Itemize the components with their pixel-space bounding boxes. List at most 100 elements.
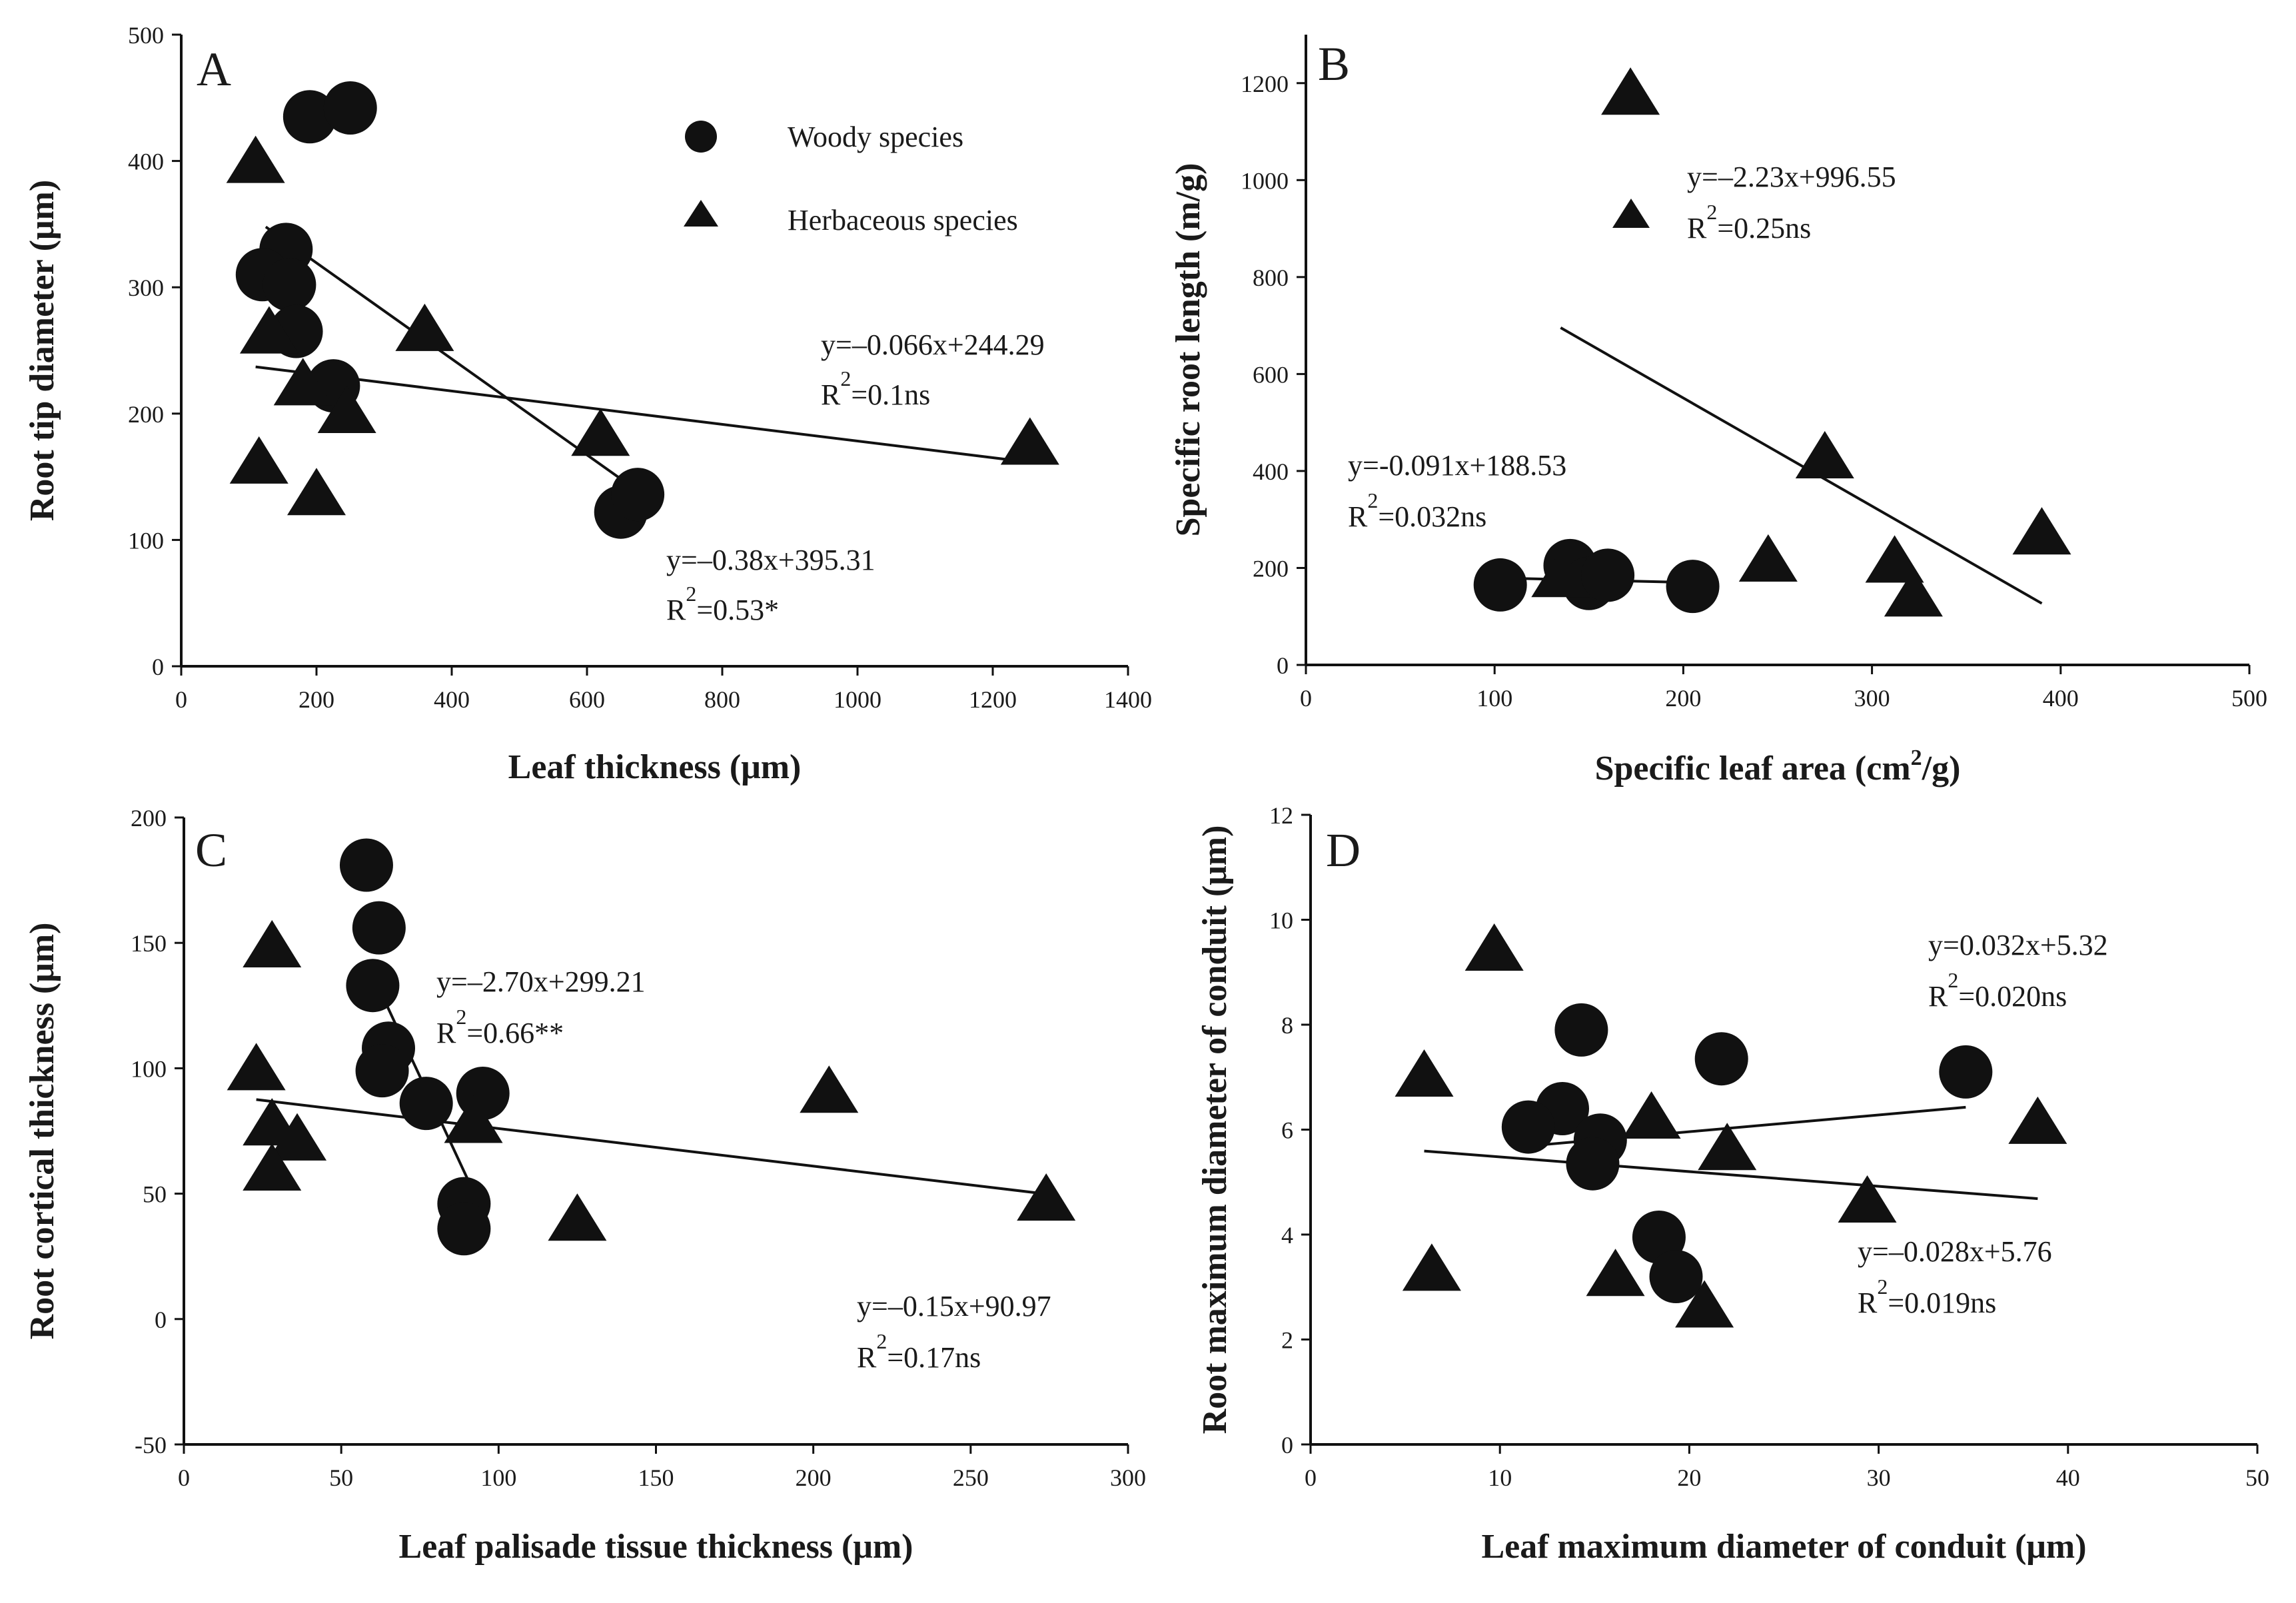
panel-letter: B xyxy=(1318,37,1350,91)
x-tick-label: 1200 xyxy=(969,686,1017,713)
fit-r2: R2=0.66** xyxy=(436,1005,564,1049)
x-tick-label: 100 xyxy=(1476,685,1512,712)
herbaceous-point xyxy=(1795,430,1854,478)
r2-value: =0.66** xyxy=(466,1017,564,1049)
r2-value: =0.53* xyxy=(696,594,779,626)
y-tick-label: 150 xyxy=(131,930,167,957)
y-axis-label: Specific root length (m/g) xyxy=(1169,163,1207,537)
herbaceous-point xyxy=(395,303,454,351)
woody-point xyxy=(1939,1045,1993,1099)
fit-equation: y=–2.70x+299.21 xyxy=(436,965,646,998)
herbaceous-point xyxy=(239,306,298,354)
y-axis-label: Root tip diameter (μm) xyxy=(23,180,61,521)
y-tick-label: 10 xyxy=(1269,907,1293,934)
legend: Woody species Herbaceous species xyxy=(684,121,1018,237)
y-tick-label: -50 xyxy=(135,1432,167,1458)
y-axis-label: Root cortical thickness (μm) xyxy=(23,923,61,1340)
y-tick-label: 100 xyxy=(131,1055,167,1082)
panel-letter: D xyxy=(1326,823,1361,877)
fit-equation: y=–2.23x+996.55 xyxy=(1687,161,1896,193)
r2-superscript: 2 xyxy=(1948,968,1958,992)
woody-point xyxy=(283,90,336,144)
r2-superscript: 2 xyxy=(1877,1275,1888,1299)
woody-point xyxy=(437,1202,491,1256)
y-tick-label: 400 xyxy=(128,149,164,175)
x-axis-label: Leaf palisade tissue thickness (μm) xyxy=(399,1528,913,1566)
x-axis-label: Leaf thickness (μm) xyxy=(508,748,802,786)
x-tick-label: 1000 xyxy=(834,686,881,713)
r2-superscript: 2 xyxy=(456,1005,466,1029)
herbaceous-point xyxy=(2008,1096,2067,1144)
herbaceous-point xyxy=(1738,534,1798,582)
legend-herb-marker xyxy=(684,200,718,227)
x-tick-label: 200 xyxy=(1665,685,1701,712)
r2-prefix: R xyxy=(1348,500,1368,533)
fit-equation: y=–0.066x+244.29 xyxy=(821,328,1045,361)
panel-c: 0 50 100 150 200 250 300 -50 0 50 100 150 200 C Leaf p… xyxy=(23,805,1146,1566)
y-tick-label: 6 xyxy=(1281,1117,1293,1144)
y-tick-label: 300 xyxy=(128,274,164,301)
herbaceous-point xyxy=(287,468,346,516)
woody-point xyxy=(346,959,400,1013)
r2-value: =0.25ns xyxy=(1717,212,1811,245)
herbaceous-point xyxy=(226,135,285,183)
y-tick-label: 4 xyxy=(1281,1222,1293,1249)
y-tick-label: 12 xyxy=(1269,802,1293,829)
fit-r2: R2=0.1ns xyxy=(821,366,930,411)
x-tick-label: 400 xyxy=(2043,685,2079,712)
herbaceous-point xyxy=(317,386,376,434)
r2-superscript: 2 xyxy=(876,1329,887,1353)
woody-point xyxy=(352,901,406,955)
y-tick-label: 500 xyxy=(128,22,164,49)
fit-line-woody xyxy=(265,225,629,485)
herbaceous-point xyxy=(227,1043,286,1091)
panel-a: 0 200 400 600 800 1000 1200 1400 0 100 200 300 400 50… xyxy=(23,22,1152,786)
x-tick-label: 500 xyxy=(2231,685,2267,712)
y-tick-label: 600 xyxy=(1253,361,1289,388)
x-tick-label: 0 xyxy=(1300,685,1312,712)
herbaceous-point xyxy=(548,1193,607,1241)
x-tick-label: 250 xyxy=(953,1464,989,1491)
y-tick-label: 200 xyxy=(1253,555,1289,582)
x-tick-label: 400 xyxy=(434,686,470,713)
r2-prefix: R xyxy=(857,1341,877,1374)
herbaceous-point xyxy=(444,1095,503,1143)
y-tick-label: 0 xyxy=(1277,652,1289,679)
woody-point xyxy=(339,838,393,892)
fit-r2: R2=0.019ns xyxy=(1858,1275,1996,1319)
r2-superscript: 2 xyxy=(1367,488,1378,512)
woody-point xyxy=(399,1077,453,1131)
r2-value: =0.019ns xyxy=(1888,1287,1996,1319)
x-tick-label: 0 xyxy=(1305,1464,1317,1491)
y-tick-label: 0 xyxy=(1281,1432,1293,1458)
x-tick-label: 10 xyxy=(1488,1464,1512,1491)
herbaceous-point xyxy=(1017,1173,1076,1221)
woody-point xyxy=(355,1044,409,1098)
herbaceous-point xyxy=(229,436,288,484)
r2-superscript: 2 xyxy=(686,582,696,606)
panel-letter: C xyxy=(195,823,227,877)
fit-line-herbaceous xyxy=(1424,1149,2038,1201)
x-tick-label: 50 xyxy=(2245,1464,2269,1491)
x-tick-label: 200 xyxy=(796,1464,832,1491)
y-tick-label: 0 xyxy=(155,1307,167,1333)
x-tick-label: 800 xyxy=(704,686,740,713)
y-tick-label: 0 xyxy=(152,654,164,680)
x-axis-label-main: Specific leaf area (cm xyxy=(1595,750,1911,788)
y-tick-label: 100 xyxy=(128,527,164,554)
x-tick-label: 300 xyxy=(1110,1464,1146,1491)
x-tick-label: 300 xyxy=(1854,685,1890,712)
x-tick-label: 600 xyxy=(569,686,605,713)
herbaceous-point xyxy=(800,1065,859,1113)
woody-point xyxy=(1473,558,1527,612)
x-tick-label: 150 xyxy=(638,1464,674,1491)
herbaceous-point xyxy=(1464,923,1524,971)
x-tick-label: 50 xyxy=(329,1464,353,1491)
r2-value: =0.032ns xyxy=(1378,500,1486,533)
r2-prefix: R xyxy=(821,378,841,411)
y-tick-label: 8 xyxy=(1281,1012,1293,1039)
x-tick-label: 20 xyxy=(1677,1464,1701,1491)
herbaceous-point xyxy=(1622,1091,1681,1139)
herbaceous-point xyxy=(1884,569,1943,617)
